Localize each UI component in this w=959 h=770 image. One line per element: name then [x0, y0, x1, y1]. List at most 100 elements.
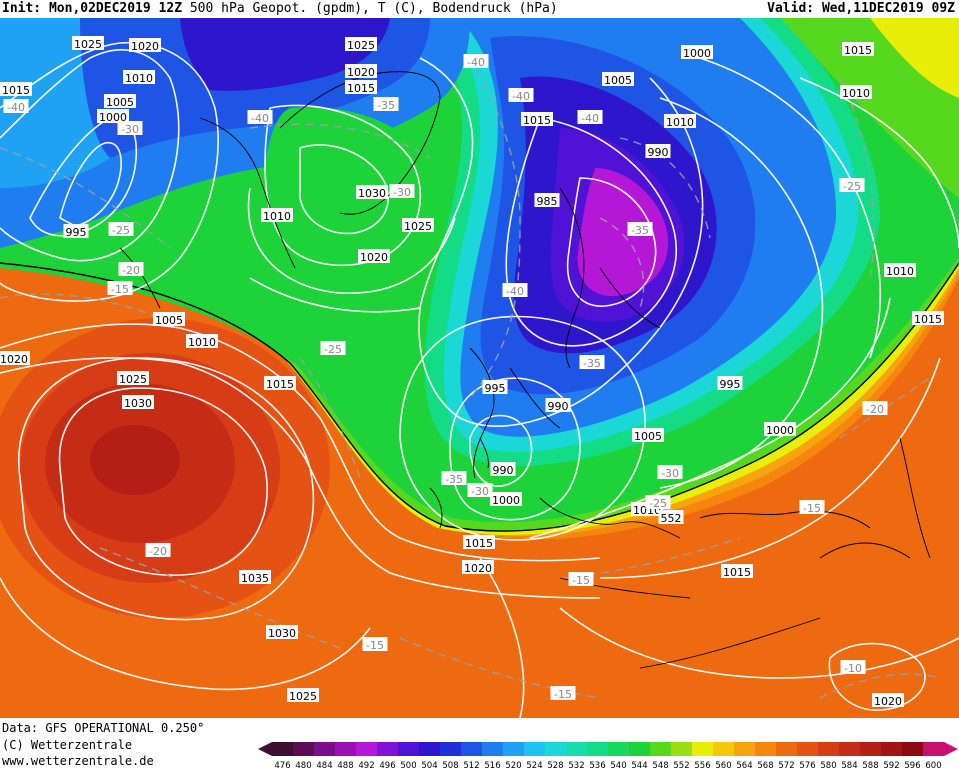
pressure-label: 1015	[2, 84, 30, 97]
pressure-label: 1020	[874, 695, 902, 708]
pressure-label: 1005	[604, 74, 632, 87]
legend-tick-label: 588	[862, 761, 878, 770]
temperature-label-box	[799, 500, 825, 514]
pressure-label: 1015	[523, 114, 551, 127]
pressure-label-box	[764, 422, 796, 436]
temperature-label-box	[508, 88, 534, 102]
pressure-label: 1025	[119, 373, 147, 386]
pressure-label: 995	[66, 226, 87, 239]
pressure-label: 1025	[347, 39, 375, 52]
pressure-label-box	[264, 376, 296, 390]
pressure-label: 1000	[683, 47, 711, 60]
temperature-label-box	[108, 222, 134, 236]
pressure-label-box	[632, 428, 664, 442]
pressure-label-box	[482, 380, 508, 394]
legend-tick-label: 564	[736, 761, 752, 770]
temperature-label: -25	[843, 180, 861, 193]
header-init: Init: Mon,02DEC2019 12Z 500 hPa Geopot. …	[2, 0, 558, 18]
legend-arrow-right	[944, 742, 958, 756]
legend-tick-label: 532	[568, 761, 584, 770]
pressure-label: 1015	[914, 313, 942, 326]
legend-tick-label: 540	[610, 761, 626, 770]
pressure-label: 1010	[666, 116, 694, 129]
temperature-label-box	[550, 686, 576, 700]
legend-swatch	[776, 742, 798, 756]
legend-swatch	[755, 742, 777, 756]
pressure-label-box	[186, 334, 218, 348]
pressure-labels: 1025 1020 1010 1015 1005 1000 1025 1020 1015 1010…	[0, 36, 944, 708]
temperature-label-box	[645, 495, 671, 509]
pressure-label-box	[840, 85, 872, 99]
legend-swatch	[545, 742, 567, 756]
temperature-label-box	[362, 637, 388, 651]
pressure-label-box	[545, 398, 571, 412]
coastlines	[119, 71, 931, 669]
temperature-label: -35	[377, 99, 395, 112]
legend-swatch	[629, 742, 651, 756]
pressure-label-box	[912, 311, 944, 325]
pressure-label-box	[356, 185, 388, 199]
pressure-label: 1030	[358, 187, 386, 200]
pressure-label-box	[345, 64, 377, 78]
legend-swatch	[440, 742, 462, 756]
temperature-label: -40	[7, 101, 25, 114]
temperature-label-box	[107, 281, 133, 295]
pressure-label-box	[287, 688, 319, 702]
temperature-label: -30	[393, 186, 411, 199]
pressure-label-box	[153, 312, 185, 326]
pressure-label-box	[872, 693, 904, 707]
pressure-label: 1035	[241, 572, 269, 585]
pressure-label-box	[490, 462, 516, 476]
legend-tick-label: 508	[442, 761, 458, 770]
temperature-label: -10	[844, 662, 862, 675]
temperature-label-box	[320, 341, 346, 355]
legend-swatch	[566, 742, 588, 756]
pressure-label-box	[0, 351, 30, 365]
pressure-label-box	[717, 376, 743, 390]
pressure-label: 1005	[155, 314, 183, 327]
temperature-label-box	[839, 178, 865, 192]
init-value: Mon,02DEC2019 12Z	[48, 1, 183, 16]
temperature-label: -15	[366, 639, 384, 652]
valid-value: Wed,11DEC2019 09Z	[821, 1, 955, 16]
pressure-label-box	[402, 218, 434, 232]
temperature-label: -40	[467, 56, 485, 69]
temperature-label-box	[118, 262, 144, 276]
pressure-label: 1015	[465, 537, 493, 550]
legend-arrow-left	[258, 742, 272, 756]
pressure-label: 990	[548, 400, 569, 413]
temperature-label-box	[145, 543, 171, 557]
legend-swatch	[608, 742, 630, 756]
temperature-label: -15	[111, 283, 129, 296]
legend-tick-label: 544	[631, 761, 647, 770]
pressure-label: 1020	[0, 353, 28, 366]
pressure-label-box	[462, 560, 494, 574]
geopotential-label: 552	[661, 512, 682, 525]
legend-tick-label: 500	[400, 761, 416, 770]
legend-swatch	[461, 742, 483, 756]
pressure-label: 1020	[347, 66, 375, 79]
pressure-label-box	[664, 114, 696, 128]
init-label: Init:	[2, 1, 42, 16]
legend-swatch	[797, 742, 819, 756]
legend-tick-label: 488	[337, 761, 353, 770]
pressure-label-box	[104, 94, 136, 108]
legend-tick-label: 496	[379, 761, 395, 770]
temperature-label: -35	[631, 224, 649, 237]
pressure-label-box	[117, 371, 149, 385]
legend-tick-label: 560	[715, 761, 731, 770]
pressure-label-box	[645, 144, 671, 158]
legend-swatch	[482, 742, 504, 756]
geopotential-field	[0, 18, 959, 718]
temperature-label: -20	[149, 545, 167, 558]
temperature-label: -35	[445, 473, 463, 486]
color-legend: 476 480 484 488 492 496 500 504 508 512 516 520 524 5…	[258, 742, 958, 770]
pressure-label-box	[602, 72, 634, 86]
pressure-label: 990	[493, 464, 514, 477]
legend-tick-label: 524	[526, 761, 542, 770]
temperature-label: -30	[661, 467, 679, 480]
temperature-label-box	[568, 572, 594, 586]
legend-tick-label: 516	[484, 761, 500, 770]
legend-tick-label: 556	[694, 761, 710, 770]
pressure-label: 1010	[188, 336, 216, 349]
